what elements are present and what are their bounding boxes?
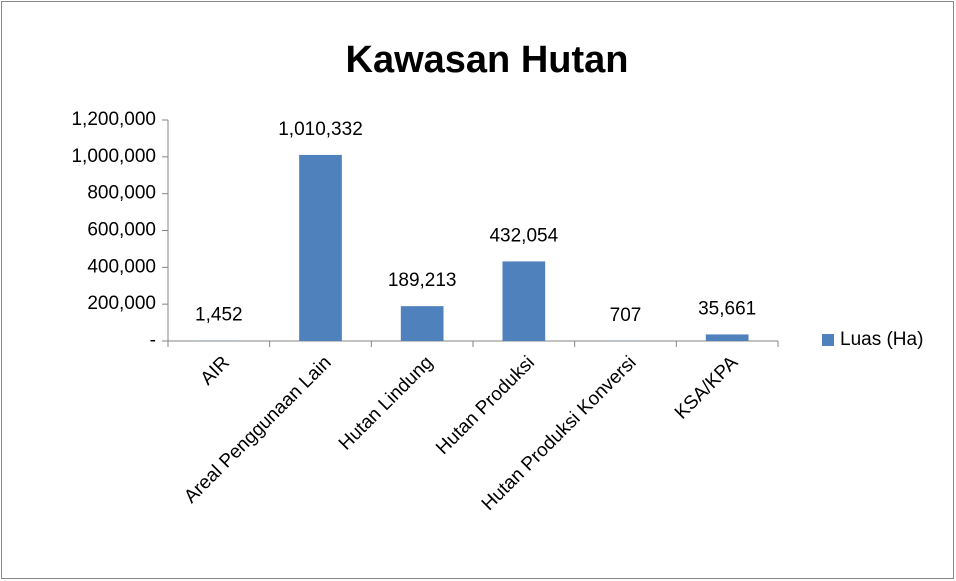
data-label: 432,054 [489,225,558,246]
data-label: 1,010,332 [278,119,363,140]
y-tick-label: 1,200,000 [71,109,156,130]
bar [299,154,342,341]
bar [502,261,546,341]
y-tick-label: 1,000,000 [71,146,156,167]
data-label: 1,452 [195,305,243,326]
chart-title: Kawasan Hutan [346,39,629,81]
bar [705,334,749,341]
y-tick-label: 200,000 [87,293,156,314]
data-label: 35,661 [698,298,756,319]
legend-swatch [822,334,834,346]
legend-label: Luas (Ha) [840,329,923,350]
y-tick-label: 400,000 [87,256,156,277]
y-tick-label: - [150,330,156,351]
bar [400,306,444,341]
data-label: 707 [610,305,642,326]
y-tick-label: 800,000 [87,183,156,204]
y-tick-label: 600,000 [87,220,156,241]
data-label: 189,213 [388,270,457,291]
